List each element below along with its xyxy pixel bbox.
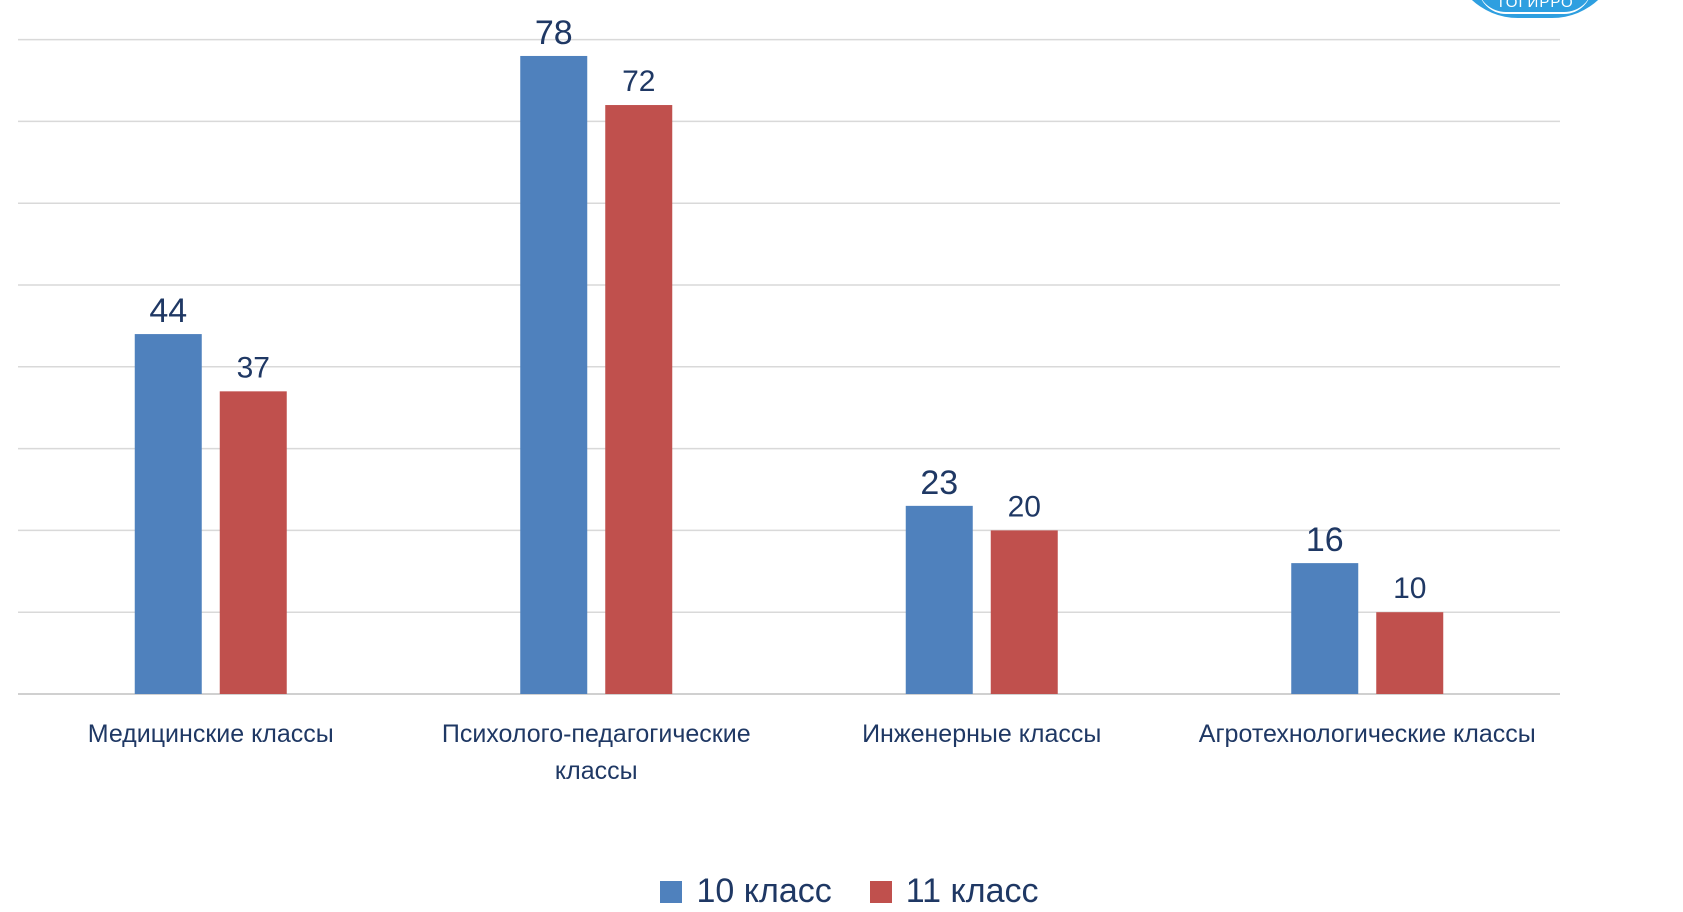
bar-11-class bbox=[1376, 612, 1444, 694]
logo-ring bbox=[1478, 0, 1592, 14]
data-label: 37 bbox=[237, 351, 270, 384]
legend-swatch-10-class bbox=[660, 880, 683, 903]
bar-11-class bbox=[605, 105, 673, 695]
data-label: 20 bbox=[1008, 490, 1041, 523]
legend-item-10-class: 10 класс bbox=[660, 872, 832, 911]
chart-legend: 10 класс 11 класс bbox=[0, 872, 1683, 911]
legend-item-11-class: 11 класс bbox=[869, 872, 1039, 911]
bar-10-class bbox=[520, 55, 588, 694]
category-label: Агротехнологические классы bbox=[1199, 720, 1536, 748]
data-label: 78 bbox=[535, 14, 573, 52]
category-label: Медицинские классы bbox=[88, 720, 334, 748]
legend-label-10-class: 10 класс bbox=[696, 872, 832, 910]
legend-label-11-class: 11 класс bbox=[905, 872, 1039, 910]
bar-10-class bbox=[905, 505, 973, 694]
category-label: Психолого-педагогические bbox=[442, 720, 751, 748]
data-label: 23 bbox=[920, 464, 958, 502]
category-label: классы bbox=[555, 757, 638, 785]
logo-text: ТОГИРРО bbox=[1496, 0, 1574, 11]
data-label: 16 bbox=[1306, 521, 1344, 559]
data-label: 72 bbox=[622, 65, 655, 98]
legend-swatch-11-class bbox=[869, 880, 892, 903]
data-label: 44 bbox=[149, 292, 187, 330]
bar-11-class bbox=[219, 391, 287, 694]
bar-11-class bbox=[990, 530, 1058, 694]
bar-10-class bbox=[134, 334, 202, 694]
category-label: Инженерные классы bbox=[862, 720, 1101, 748]
bar-10-class bbox=[1291, 563, 1359, 694]
data-label: 10 bbox=[1393, 572, 1426, 605]
